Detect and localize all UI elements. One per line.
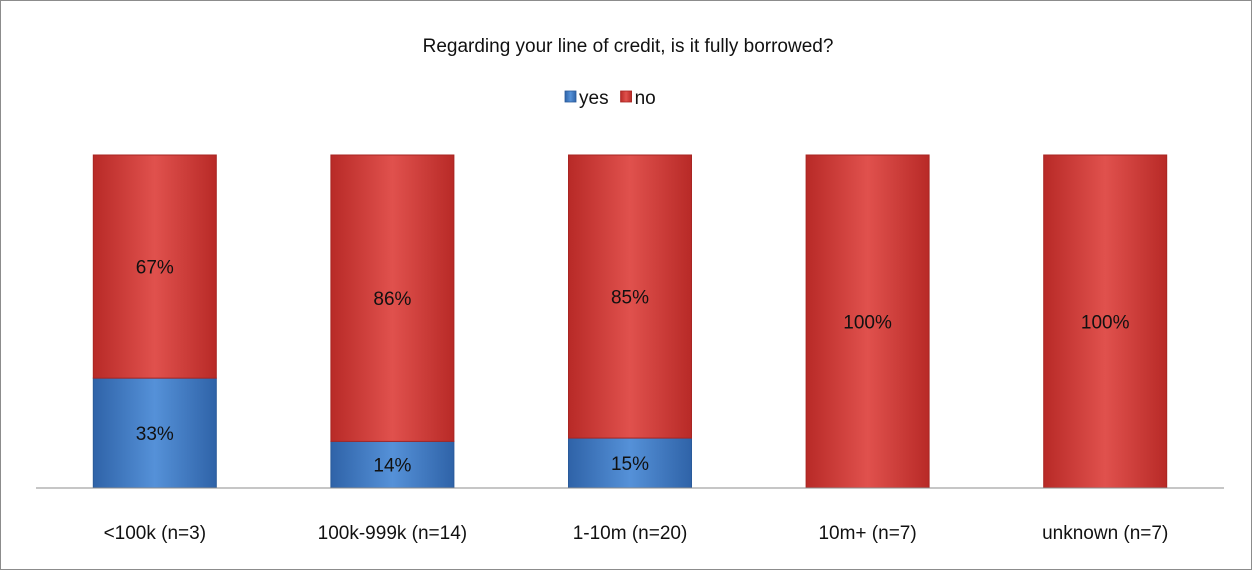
legend-label-no: no	[635, 88, 656, 109]
category-label-2: 1-10m (n=20)	[573, 523, 688, 544]
chart-title: Regarding your line of credit, is it ful…	[423, 36, 834, 57]
legend: yes no	[564, 88, 656, 109]
data-label-yes-1: 14%	[373, 456, 411, 477]
bar-no-0	[92, 154, 217, 379]
category-label-4: unknown (n=7)	[1042, 523, 1168, 544]
bar-no-3	[805, 154, 930, 489]
data-label-no-0: 67%	[136, 258, 174, 279]
data-label-no-2: 85%	[611, 288, 649, 309]
bar-no-1	[330, 154, 455, 442]
legend-swatch-no	[620, 90, 632, 103]
legend-label-yes: yes	[579, 88, 609, 109]
data-label-yes-2: 15%	[611, 454, 649, 475]
category-label-1: 100k-999k (n=14)	[318, 523, 467, 544]
bar-no-4	[1043, 154, 1168, 489]
data-label-no-1: 86%	[373, 289, 411, 310]
bar-no-2	[568, 154, 692, 439]
legend-swatch-yes	[564, 90, 577, 103]
category-labels: <100k (n=3) 100k-999k (n=14) 1-10m (n=20) 1…	[104, 523, 1169, 544]
category-label-3: 10m+ (n=7)	[818, 523, 916, 544]
data-label-no-4: 100%	[1081, 313, 1130, 334]
bars: 33% 67% 14% 86% 15% 85% 100% 100%	[92, 154, 1168, 489]
data-label-yes-0: 33%	[136, 424, 174, 445]
data-label-no-3: 100%	[843, 313, 892, 334]
category-label-0: <100k (n=3)	[104, 523, 206, 544]
